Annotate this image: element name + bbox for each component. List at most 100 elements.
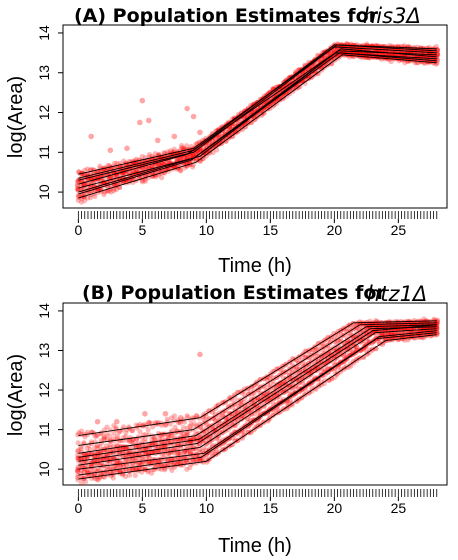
panel-b-y-axis-label: log(Area) [5, 354, 27, 436]
data-point [425, 60, 431, 66]
data-point [353, 334, 359, 340]
data-point [82, 198, 88, 204]
data-point [158, 462, 164, 469]
data-point [97, 163, 103, 169]
data-point [245, 120, 251, 126]
data-point [404, 49, 410, 55]
data-point [146, 458, 152, 464]
data-point [178, 435, 184, 442]
data-point [427, 333, 434, 339]
data-point [175, 443, 181, 449]
data-point [188, 143, 194, 150]
data-point [308, 370, 315, 376]
data-point [395, 48, 401, 54]
data-point [139, 469, 145, 475]
data-point [78, 446, 84, 452]
data-point [114, 442, 120, 449]
data-point [236, 403, 242, 410]
data-point [84, 455, 90, 461]
panel-a-outliers [88, 97, 203, 154]
fit-line-6 [78, 52, 437, 195]
data-point [338, 367, 344, 373]
data-point [75, 186, 81, 192]
data-point [337, 335, 344, 341]
data-point [76, 194, 82, 201]
data-point [351, 342, 357, 349]
data-point [171, 413, 178, 419]
data-point [327, 339, 333, 345]
fit-line-7 [78, 54, 437, 199]
data-point [161, 431, 167, 437]
data-point [104, 436, 110, 442]
data-point [199, 448, 205, 454]
data-point [130, 468, 137, 474]
data-point [396, 331, 402, 337]
data-point [390, 48, 396, 54]
data-point [392, 43, 399, 50]
data-point [385, 329, 392, 335]
data-point [267, 89, 273, 95]
y-tick-label: 12 [36, 382, 52, 398]
data-point [153, 174, 159, 180]
outlier-point [94, 418, 101, 425]
data-point [337, 340, 343, 346]
data-point [203, 452, 209, 458]
data-point [200, 429, 206, 435]
data-point [89, 450, 95, 456]
data-point [149, 437, 155, 443]
data-point [104, 470, 110, 476]
data-point [94, 445, 100, 451]
data-point [346, 333, 353, 339]
data-point [75, 440, 81, 446]
data-point [187, 451, 194, 457]
data-point [203, 147, 209, 154]
data-point [401, 325, 407, 331]
data-point [75, 477, 81, 483]
data-point [87, 194, 94, 201]
data-point [293, 369, 300, 376]
data-point [190, 452, 196, 458]
data-point [265, 381, 271, 387]
data-point [177, 429, 183, 435]
data-point [287, 397, 294, 403]
data-point [395, 336, 401, 342]
data-point [75, 464, 81, 470]
data-point [171, 435, 177, 441]
data-point [264, 106, 270, 112]
data-point [388, 336, 394, 343]
data-point [299, 375, 305, 381]
data-point [127, 472, 133, 478]
data-point [270, 412, 276, 418]
data-point [423, 317, 429, 324]
data-point [334, 372, 340, 378]
data-point [175, 460, 181, 466]
data-point [216, 412, 222, 418]
data-point [302, 375, 308, 381]
data-point [92, 433, 98, 439]
data-point [178, 168, 184, 174]
data-point [238, 398, 244, 404]
data-point [361, 326, 367, 333]
data-point [279, 381, 286, 387]
data-point [117, 443, 124, 450]
data-point [114, 160, 120, 166]
data-point [81, 440, 87, 446]
data-point [105, 175, 111, 181]
x-tick-label: 10 [199, 500, 215, 516]
data-point [364, 351, 370, 357]
data-point [353, 51, 360, 57]
data-point [287, 376, 294, 382]
data-point [411, 317, 417, 324]
data-point [168, 148, 174, 154]
data-point [94, 460, 100, 466]
panel-b-outliers [94, 351, 203, 425]
data-point [113, 425, 119, 431]
data-point [97, 467, 103, 473]
data-point [184, 430, 190, 437]
data-point [116, 468, 123, 474]
data-point [332, 345, 338, 351]
data-point [327, 358, 333, 364]
data-point [129, 427, 136, 434]
data-point [421, 316, 427, 322]
